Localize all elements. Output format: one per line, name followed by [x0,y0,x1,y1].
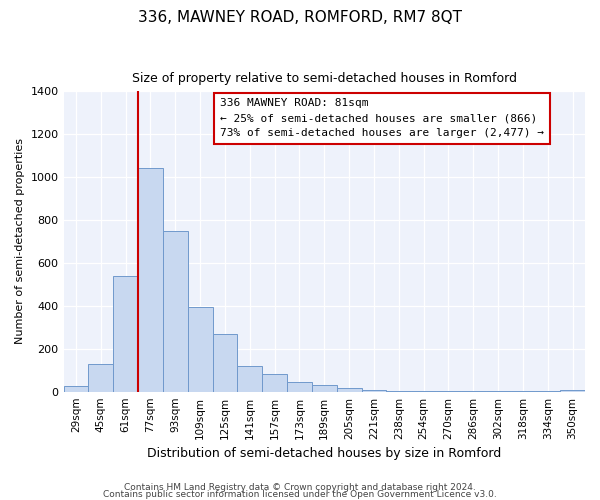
Text: 336 MAWNEY ROAD: 81sqm
← 25% of semi-detached houses are smaller (866)
73% of se: 336 MAWNEY ROAD: 81sqm ← 25% of semi-det… [220,98,544,138]
Y-axis label: Number of semi-detached properties: Number of semi-detached properties [15,138,25,344]
Bar [362,390,386,392]
Bar [560,390,585,392]
Text: Contains public sector information licensed under the Open Government Licence v3: Contains public sector information licen… [103,490,497,499]
Text: Contains HM Land Registry data © Crown copyright and database right 2024.: Contains HM Land Registry data © Crown c… [124,484,476,492]
Bar [113,276,138,392]
Bar [262,374,287,392]
Bar [238,366,262,392]
Bar [411,391,436,392]
Bar [163,230,188,392]
Bar [212,334,238,392]
Bar [188,307,212,392]
Bar [88,364,113,392]
Bar [64,386,88,392]
Title: Size of property relative to semi-detached houses in Romford: Size of property relative to semi-detach… [132,72,517,86]
X-axis label: Distribution of semi-detached houses by size in Romford: Distribution of semi-detached houses by … [147,447,502,460]
Bar [337,388,362,392]
Bar [138,168,163,392]
Bar [312,385,337,392]
Bar [386,390,411,392]
Text: 336, MAWNEY ROAD, ROMFORD, RM7 8QT: 336, MAWNEY ROAD, ROMFORD, RM7 8QT [138,10,462,25]
Bar [287,382,312,392]
